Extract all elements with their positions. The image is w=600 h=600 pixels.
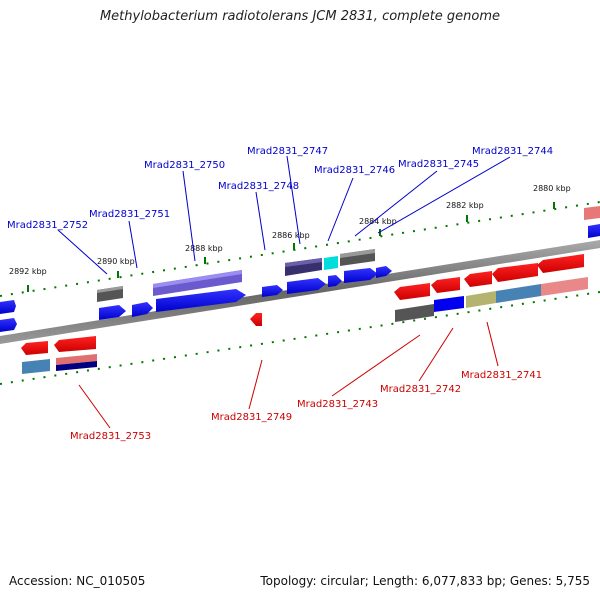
gene-feature [21,341,48,355]
gene-feature [324,256,338,270]
gene-feature [376,266,392,278]
gene-feature [584,206,600,220]
gene-label: Mrad2831_2753 [70,431,151,442]
gene-feature [250,313,262,326]
gene-feature [97,286,123,293]
scale-major-ticks [27,202,555,292]
scale-upper [0,201,600,297]
gene-feature [262,285,283,297]
gene-feature [56,354,97,365]
gene-feature [431,277,460,293]
top-gene-labels: Mrad2831_2752 Mrad2831_2751 Mrad2831_275… [7,146,553,231]
gene-feature [0,300,16,314]
gene-label: Mrad2831_2750 [144,160,225,171]
gene-feature [22,359,50,374]
bottom-gene-labels: Mrad2831_2753 Mrad2831_2749 Mrad2831_274… [70,370,542,442]
bottom-leader-lines [78,321,499,429]
gene-feature [588,224,600,238]
gene-label: Mrad2831_2742 [380,384,461,395]
gene-label: Mrad2831_2745 [398,159,479,170]
gene-feature [496,284,541,303]
gene-feature [328,275,342,287]
forward-genes [0,224,600,332]
gene-feature [537,254,584,273]
scale-tick-labels: 2892 kbp 2890 kbp 2888 kbp 2886 kbp 2884… [9,184,571,276]
tick-label: 2884 kbp [359,217,397,226]
gene-label: Mrad2831_2746 [314,165,395,176]
gene-feature [340,249,375,258]
gene-label: Mrad2831_2743 [297,399,378,410]
gene-feature [153,270,242,288]
gene-label: Mrad2831_2741 [461,370,542,381]
gene-label: Mrad2831_2752 [7,220,88,231]
gene-label: Mrad2831_2748 [218,181,299,192]
forward-outer-features [97,206,600,302]
tick-label: 2880 kbp [533,184,571,193]
reverse-outer-features [22,277,588,374]
genome-title: Methylobacterium radiotolerans JCM 2831,… [99,9,501,24]
tick-label: 2888 kbp [185,244,223,253]
tick-label: 2890 kbp [97,257,135,266]
gene-label: Mrad2831_2749 [211,412,292,423]
gene-feature [466,291,496,308]
gene-feature [287,278,326,294]
top-leader-lines [57,155,511,275]
gene-label: Mrad2831_2751 [89,209,170,220]
gene-feature [395,304,434,322]
genome-summary-text: Topology: circular; Length: 6,077,833 bp… [260,574,590,588]
gene-feature [0,318,17,332]
gene-label: Mrad2831_2744 [472,146,553,157]
gene-feature [285,258,322,267]
gene-feature [56,361,97,371]
tick-label: 2886 kbp [272,231,310,240]
gene-feature [132,302,153,317]
gene-feature [99,305,126,320]
gene-feature [344,268,378,283]
reverse-genes [21,254,584,355]
gene-feature [434,296,464,312]
tick-label: 2882 kbp [446,201,484,210]
gene-label: Mrad2831_2747 [247,146,328,157]
tick-label: 2892 kbp [9,267,47,276]
gene-feature [464,271,492,287]
gene-feature [54,336,96,352]
gene-feature [394,283,430,300]
gene-feature [492,263,538,282]
gene-feature [156,289,246,312]
accession-text: Accession: NC_010505 [9,574,146,588]
gene-feature [541,277,588,296]
